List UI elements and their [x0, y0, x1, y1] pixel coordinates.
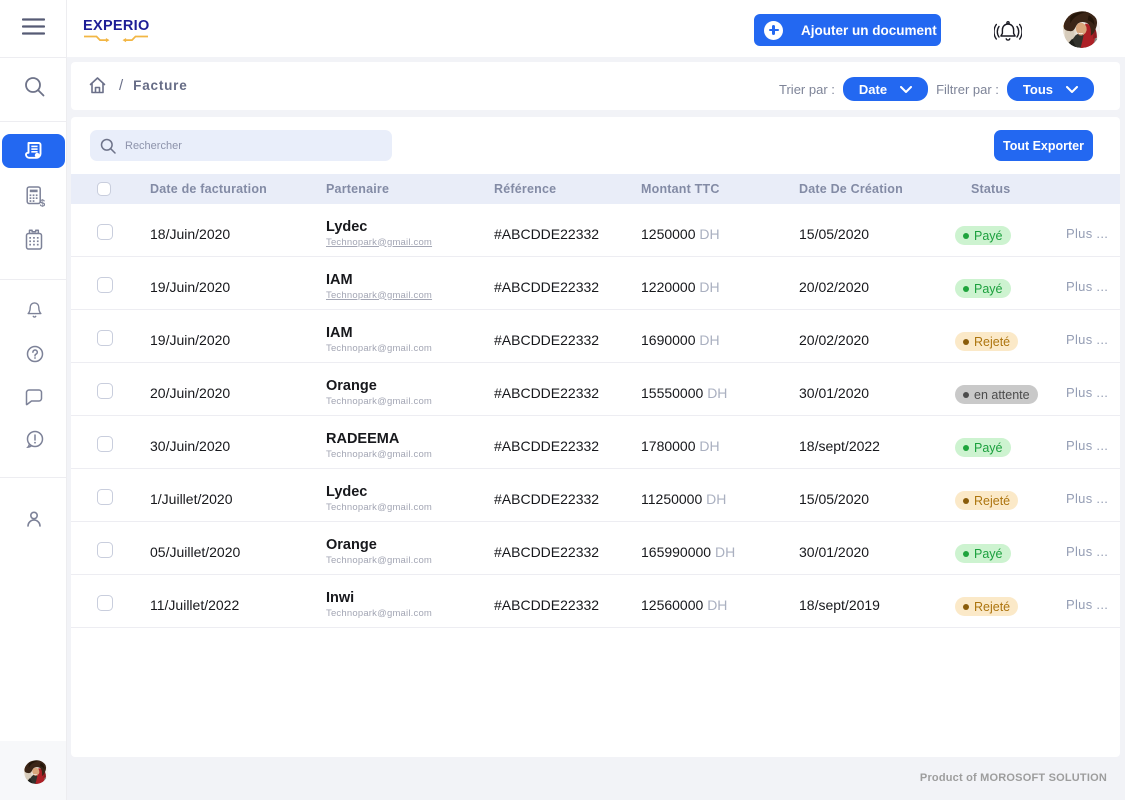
svg-text:$: $: [40, 198, 46, 207]
